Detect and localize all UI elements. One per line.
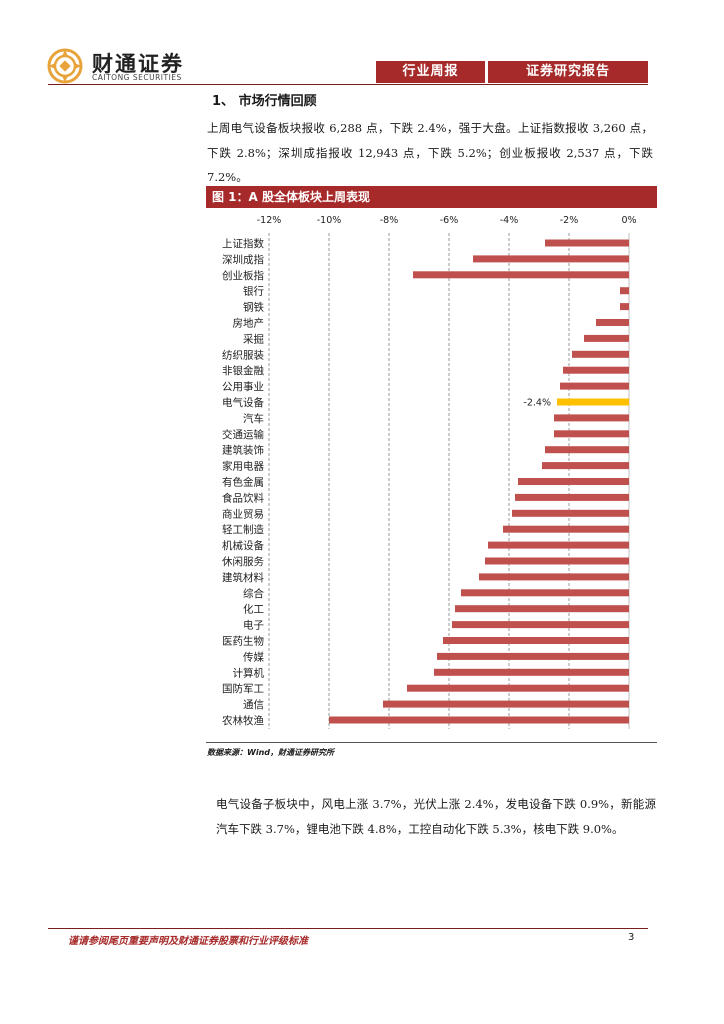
category-label: 钢铁 <box>243 301 264 314</box>
bar <box>554 430 629 438</box>
page-number: 3 <box>628 932 635 943</box>
figure-divider <box>206 742 657 743</box>
category-label: 创业板指 <box>222 269 264 282</box>
category-label: 商业贸易 <box>222 507 264 520</box>
bar <box>572 350 629 358</box>
bar <box>503 525 629 533</box>
bar <box>329 716 629 724</box>
category-label: 计算机 <box>233 666 265 679</box>
brand-name: 财通证券 <box>92 52 184 76</box>
category-label: 汽车 <box>243 412 264 425</box>
bar <box>413 271 629 279</box>
bar <box>554 414 629 422</box>
category-label: 建筑装饰 <box>222 444 264 457</box>
category-label: 食品饮料 <box>222 491 264 504</box>
category-label: 有色金属 <box>222 476 264 489</box>
category-label: 综合 <box>243 587 264 600</box>
x-tick-label: -12% <box>257 215 282 226</box>
brand-logo-icon <box>47 48 83 84</box>
bar <box>479 573 629 581</box>
market-review-paragraph: 上周电气设备板块报收 6,288 点，下跌 2.4%，强于大盘。上证指数报收 3… <box>207 121 653 184</box>
bar <box>512 509 629 517</box>
figure-source: 数据来源：Wind，财通证券研究所 <box>207 748 334 757</box>
bar <box>563 366 629 374</box>
category-label: 采掘 <box>243 332 264 345</box>
figure-caption: 图 1：A 股全体板块上周表现 <box>206 186 657 208</box>
bar <box>407 684 629 692</box>
category-label: 机械设备 <box>222 539 264 552</box>
bar <box>620 287 629 295</box>
category-label: 公用事业 <box>222 380 264 393</box>
report-type-tab: 行业周报 <box>376 61 485 83</box>
bar <box>620 303 629 311</box>
category-label: 非银金融 <box>222 364 264 377</box>
section-title: 1、 市场行情回顾 <box>212 94 317 109</box>
bar <box>545 239 629 247</box>
x-tick-label: -2% <box>560 215 579 226</box>
category-label: 深圳成指 <box>222 253 264 266</box>
bar <box>515 493 629 501</box>
bar <box>383 700 629 708</box>
sector-performance-chart: -12% -10% -8% -6% -4% -2% 0% 上证指数深圳成指创业板指银行钢铁房地… <box>222 215 637 729</box>
bar <box>437 652 629 660</box>
category-label: 农林牧渔 <box>222 714 264 727</box>
bar <box>545 446 629 454</box>
x-tick-label: -6% <box>440 215 459 226</box>
x-tick-label: -10% <box>317 215 342 226</box>
bar <box>557 398 629 406</box>
category-label: 化工 <box>243 603 264 616</box>
category-label: 建筑材料 <box>222 571 264 584</box>
footer-divider <box>48 928 648 929</box>
category-label: 纺织服装 <box>222 348 264 361</box>
category-label: 电子 <box>243 619 264 632</box>
x-tick-label: 0% <box>621 215 636 226</box>
data-label: -2.4% <box>523 398 551 409</box>
bar <box>485 557 629 565</box>
category-label: 上证指数 <box>222 237 264 250</box>
bar <box>488 541 629 549</box>
bar <box>434 668 629 676</box>
category-label: 传媒 <box>243 650 264 663</box>
category-label: 房地产 <box>233 317 265 330</box>
bar <box>596 319 629 326</box>
category-label: 交通运输 <box>222 428 264 441</box>
bar <box>518 478 629 485</box>
bar <box>443 637 629 644</box>
subsector-paragraph: 电气设备子板块中，风电上涨 3.7%，光伏上涨 2.4%，发电设备下跌 0.9%… <box>216 797 656 836</box>
bar <box>584 334 629 342</box>
category-label: 电气设备 <box>222 396 264 409</box>
category-label: 银行 <box>243 285 264 298</box>
bar <box>560 382 629 390</box>
x-tick-label: -4% <box>500 215 519 226</box>
report-category-tab: 证券研究报告 <box>488 61 648 83</box>
bar <box>542 462 629 470</box>
category-label: 医药生物 <box>222 635 264 648</box>
bar <box>473 255 629 263</box>
category-label: 国防军工 <box>222 682 264 695</box>
category-label: 轻工制造 <box>222 523 264 536</box>
category-label: 家用电器 <box>222 460 264 473</box>
footer-disclaimer: 谨请参阅尾页重要声明及财通证券股票和行业评级标准 <box>68 936 308 947</box>
x-tick-label: -8% <box>380 215 399 226</box>
bar <box>452 621 629 629</box>
header-divider <box>48 84 648 85</box>
category-label: 通信 <box>243 699 264 711</box>
bar <box>455 605 629 613</box>
bar <box>461 589 629 597</box>
category-label: 休闲服务 <box>222 555 264 568</box>
brand-name-english: CAITONG SECURITIES <box>92 73 182 82</box>
